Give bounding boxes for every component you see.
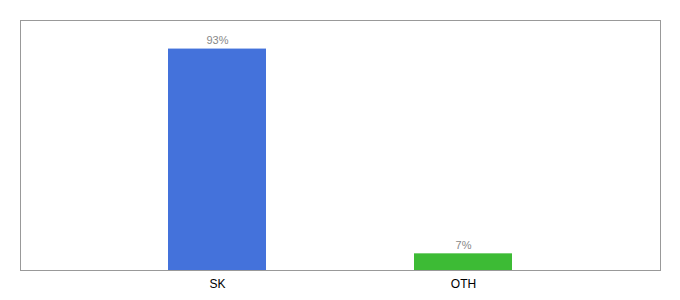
svg-text:SK: SK bbox=[209, 277, 225, 291]
svg-text:OTH: OTH bbox=[451, 277, 476, 291]
svg-text:93%: 93% bbox=[206, 34, 228, 46]
svg-text:7%: 7% bbox=[456, 239, 472, 251]
